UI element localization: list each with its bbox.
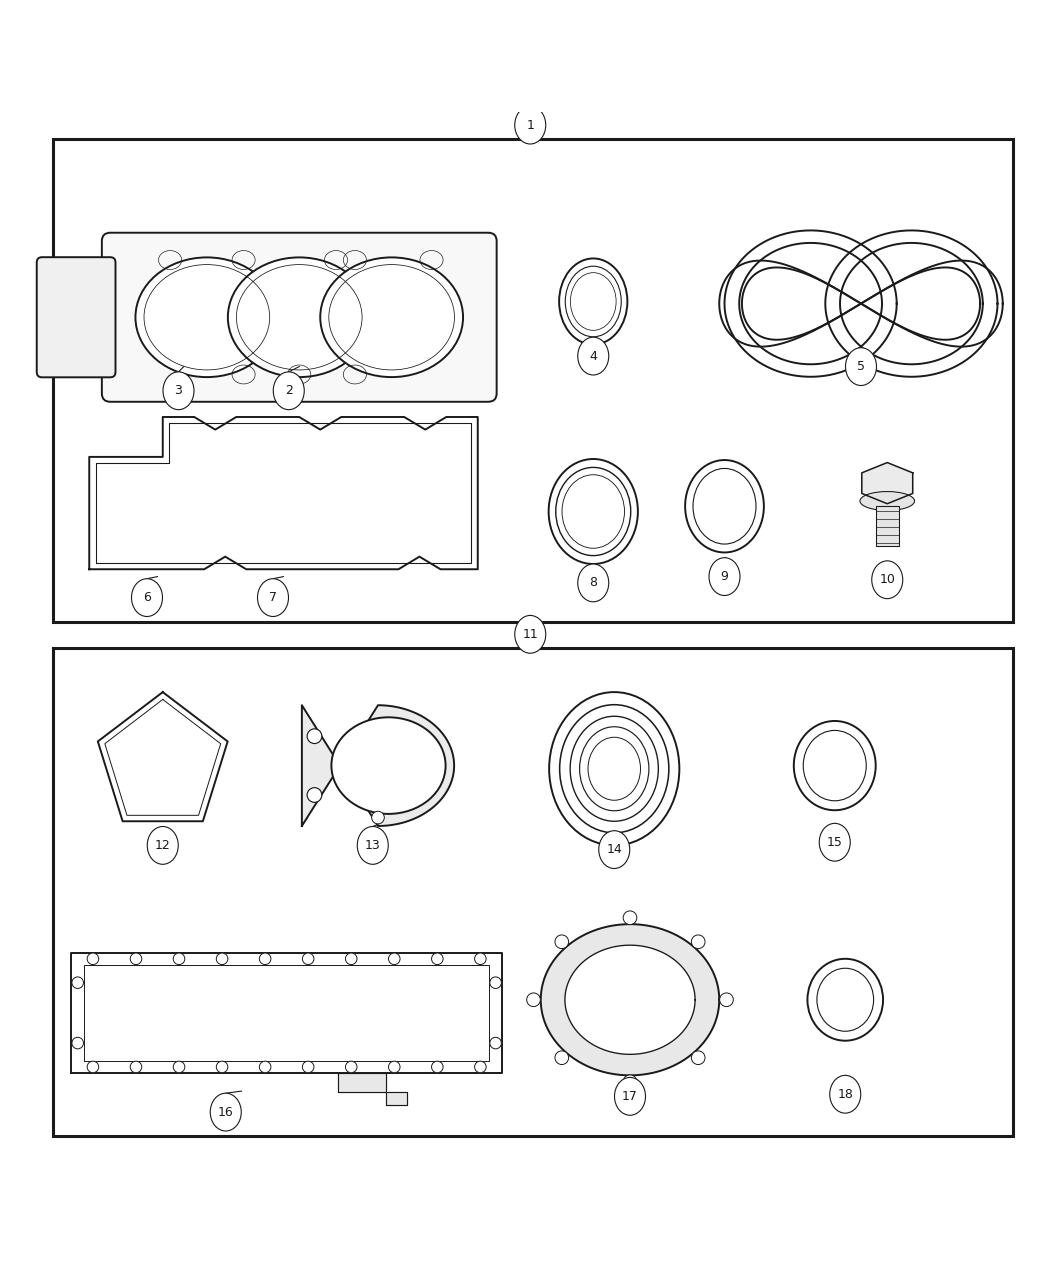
Polygon shape bbox=[98, 692, 228, 821]
Ellipse shape bbox=[257, 579, 289, 617]
Circle shape bbox=[475, 952, 486, 965]
Circle shape bbox=[259, 1061, 271, 1072]
Text: 11: 11 bbox=[523, 627, 538, 641]
Circle shape bbox=[302, 952, 314, 965]
Ellipse shape bbox=[273, 372, 304, 409]
Circle shape bbox=[307, 788, 322, 802]
Ellipse shape bbox=[845, 348, 877, 385]
Circle shape bbox=[691, 1051, 705, 1065]
Circle shape bbox=[719, 993, 733, 1006]
Circle shape bbox=[489, 1038, 502, 1049]
Polygon shape bbox=[742, 268, 980, 339]
Ellipse shape bbox=[210, 1093, 242, 1131]
Circle shape bbox=[388, 952, 400, 965]
Polygon shape bbox=[541, 924, 719, 1075]
Ellipse shape bbox=[860, 492, 915, 510]
Ellipse shape bbox=[228, 258, 371, 377]
Ellipse shape bbox=[807, 959, 883, 1040]
Text: 10: 10 bbox=[879, 574, 896, 586]
Ellipse shape bbox=[135, 258, 278, 377]
Ellipse shape bbox=[724, 231, 897, 377]
Polygon shape bbox=[302, 705, 454, 826]
Text: 13: 13 bbox=[365, 839, 380, 852]
Bar bbox=[52, 648, 1013, 1136]
Ellipse shape bbox=[514, 616, 546, 653]
Circle shape bbox=[432, 952, 443, 965]
Ellipse shape bbox=[320, 258, 463, 377]
Ellipse shape bbox=[147, 826, 178, 864]
Ellipse shape bbox=[578, 564, 609, 602]
Polygon shape bbox=[338, 1074, 406, 1104]
Circle shape bbox=[489, 977, 502, 988]
Ellipse shape bbox=[794, 720, 876, 810]
Circle shape bbox=[216, 1061, 228, 1072]
Polygon shape bbox=[565, 945, 695, 1054]
Circle shape bbox=[71, 1038, 84, 1049]
Circle shape bbox=[527, 993, 541, 1006]
Text: 4: 4 bbox=[589, 349, 597, 362]
FancyBboxPatch shape bbox=[102, 233, 497, 402]
Ellipse shape bbox=[332, 718, 445, 813]
Circle shape bbox=[555, 935, 569, 949]
Circle shape bbox=[691, 935, 705, 949]
Circle shape bbox=[345, 1061, 357, 1072]
Circle shape bbox=[372, 811, 384, 824]
Circle shape bbox=[388, 1061, 400, 1072]
Circle shape bbox=[623, 1075, 636, 1089]
Ellipse shape bbox=[819, 824, 850, 861]
Ellipse shape bbox=[514, 106, 546, 144]
Bar bbox=[876, 506, 899, 546]
Ellipse shape bbox=[709, 557, 740, 595]
Circle shape bbox=[302, 1061, 314, 1072]
Circle shape bbox=[475, 1061, 486, 1072]
Polygon shape bbox=[89, 417, 478, 569]
Circle shape bbox=[432, 1061, 443, 1072]
Ellipse shape bbox=[163, 372, 194, 409]
Ellipse shape bbox=[825, 231, 998, 377]
Text: 5: 5 bbox=[857, 360, 865, 374]
Circle shape bbox=[345, 952, 357, 965]
Text: 12: 12 bbox=[155, 839, 170, 852]
Text: 8: 8 bbox=[589, 576, 597, 589]
Circle shape bbox=[87, 952, 99, 965]
Ellipse shape bbox=[131, 579, 163, 617]
Text: 14: 14 bbox=[607, 843, 622, 856]
Text: 17: 17 bbox=[622, 1090, 638, 1103]
Text: 9: 9 bbox=[720, 570, 729, 583]
Text: 16: 16 bbox=[218, 1105, 233, 1118]
Ellipse shape bbox=[803, 731, 866, 801]
Ellipse shape bbox=[830, 1075, 861, 1113]
Circle shape bbox=[307, 729, 322, 743]
Ellipse shape bbox=[872, 561, 903, 599]
Circle shape bbox=[87, 1061, 99, 1072]
Text: 2: 2 bbox=[285, 384, 293, 398]
Text: 1: 1 bbox=[526, 119, 534, 131]
Polygon shape bbox=[862, 463, 912, 504]
Circle shape bbox=[555, 1051, 569, 1065]
Circle shape bbox=[71, 977, 84, 988]
Circle shape bbox=[216, 952, 228, 965]
FancyBboxPatch shape bbox=[37, 258, 116, 377]
Circle shape bbox=[173, 1061, 185, 1072]
Circle shape bbox=[623, 910, 636, 924]
Ellipse shape bbox=[614, 1077, 646, 1116]
Polygon shape bbox=[719, 260, 1003, 347]
Circle shape bbox=[173, 952, 185, 965]
Text: 6: 6 bbox=[143, 592, 151, 604]
Text: 7: 7 bbox=[269, 592, 277, 604]
Text: 18: 18 bbox=[837, 1088, 854, 1100]
Ellipse shape bbox=[357, 826, 388, 864]
Circle shape bbox=[259, 952, 271, 965]
Bar bbox=[52, 139, 1013, 622]
Text: 3: 3 bbox=[174, 384, 183, 398]
Circle shape bbox=[130, 1061, 142, 1072]
Ellipse shape bbox=[598, 831, 630, 868]
Text: 15: 15 bbox=[826, 835, 843, 849]
Ellipse shape bbox=[817, 968, 874, 1031]
Circle shape bbox=[130, 952, 142, 965]
Ellipse shape bbox=[578, 337, 609, 375]
